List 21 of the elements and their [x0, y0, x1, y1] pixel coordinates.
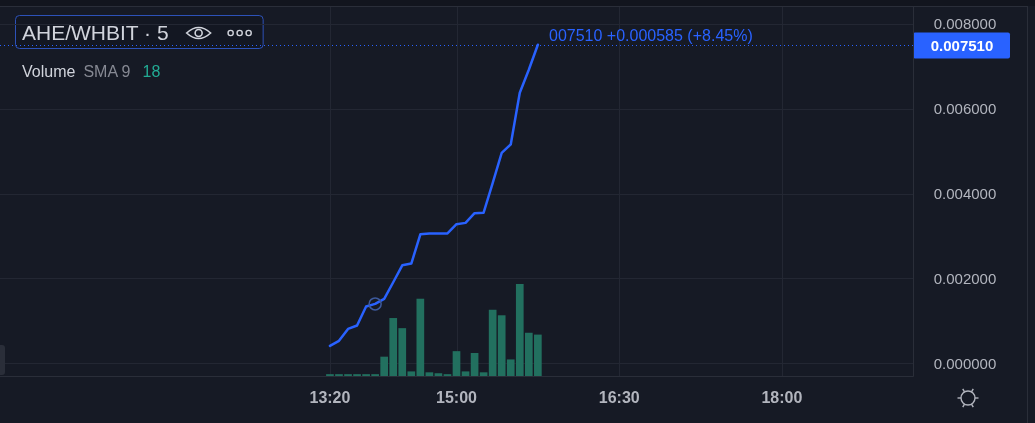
bar	[434, 373, 443, 376]
annotation: SMA 9	[83, 63, 131, 80]
ref-line-label: 0.007510	[930, 37, 994, 54]
x-tick-label: 16:30	[598, 389, 640, 407]
x-tick-label: 13:20	[309, 389, 351, 407]
y-tick-label: 0.004000	[933, 184, 997, 202]
x-tick-label: 15:00	[436, 389, 478, 407]
bar	[479, 372, 488, 376]
annotation: 18	[142, 63, 161, 80]
bar	[452, 351, 461, 376]
bar	[470, 353, 479, 376]
y-tick-label: 0.000000	[933, 354, 997, 372]
annotation: 007510 +0.000585 (+8.45%)	[549, 27, 753, 44]
bar	[425, 372, 434, 376]
x-tick-label: 18:00	[761, 389, 803, 407]
text: AHE/WHBIT · 5	[22, 21, 169, 44]
bar	[461, 371, 470, 376]
y-tick-label: 0.008000	[933, 15, 997, 33]
y-tick-label: 0.002000	[933, 269, 997, 287]
chart-title: Volume	[22, 63, 76, 80]
y-tick-label: 0.006000	[933, 100, 997, 118]
